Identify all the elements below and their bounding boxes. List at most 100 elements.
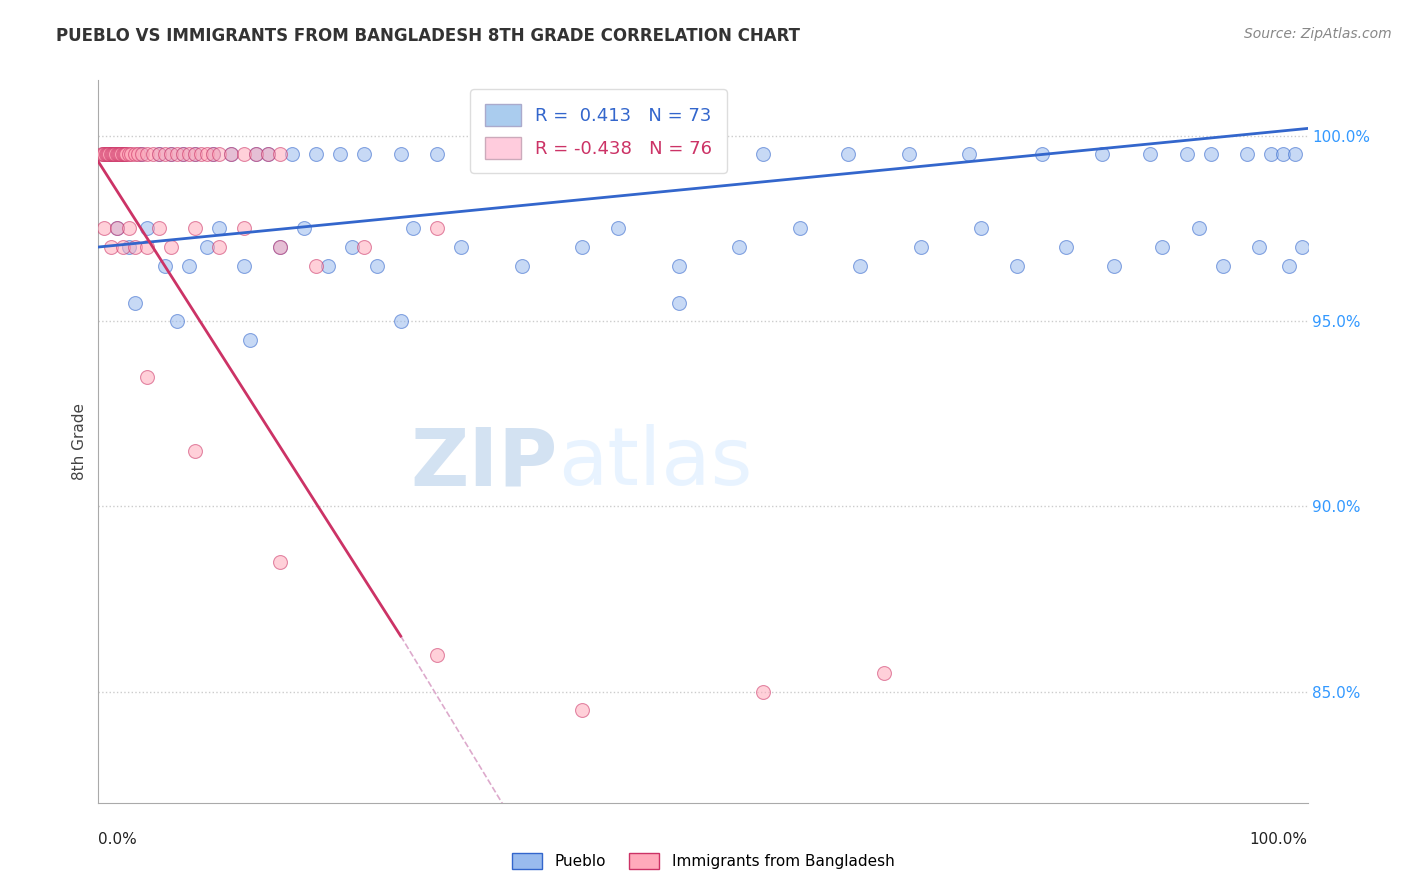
Point [103, 147, 125, 161]
Point [166, 147, 188, 161]
Point [221, 147, 243, 161]
Point [366, 259, 388, 273]
Point [100, 147, 122, 161]
Point [232, 259, 254, 273]
Point [114, 147, 136, 161]
Point [93, 147, 115, 161]
Point [547, 147, 569, 161]
Point [426, 147, 449, 161]
Point [389, 147, 412, 161]
Point [1291, 240, 1313, 254]
Point [184, 147, 207, 161]
Point [105, 221, 128, 235]
Point [752, 147, 775, 161]
Point [1236, 147, 1258, 161]
Point [110, 147, 132, 161]
Point [179, 259, 201, 273]
Point [269, 240, 291, 254]
Point [316, 259, 339, 273]
Point [160, 240, 183, 254]
Point [184, 147, 207, 161]
Point [153, 147, 176, 161]
Point [202, 147, 225, 161]
Text: 100.0%: 100.0% [1250, 831, 1308, 847]
Point [474, 147, 496, 161]
Point [105, 221, 128, 235]
Point [135, 369, 157, 384]
Point [510, 259, 533, 273]
Point [256, 147, 278, 161]
Point [631, 147, 654, 161]
Point [571, 240, 593, 254]
Point [1284, 147, 1306, 161]
Point [135, 240, 157, 254]
Point [160, 147, 183, 161]
Point [202, 147, 225, 161]
Point [752, 684, 775, 698]
Point [897, 147, 920, 161]
Point [353, 240, 375, 254]
Point [91, 147, 114, 161]
Point [221, 147, 243, 161]
Point [124, 295, 146, 310]
Point [124, 147, 146, 161]
Point [120, 147, 142, 161]
Text: PUEBLO VS IMMIGRANTS FROM BANGLADESH 8TH GRADE CORRELATION CHART: PUEBLO VS IMMIGRANTS FROM BANGLADESH 8TH… [56, 27, 800, 45]
Point [108, 147, 131, 161]
Point [450, 240, 472, 254]
Point [208, 240, 231, 254]
Point [245, 147, 267, 161]
Point [245, 147, 267, 161]
Point [1278, 259, 1301, 273]
Point [305, 259, 328, 273]
Point [179, 147, 201, 161]
Point [105, 147, 128, 161]
Point [112, 147, 135, 161]
Point [1260, 147, 1282, 161]
Point [668, 259, 690, 273]
Point [232, 147, 254, 161]
Point [127, 147, 149, 161]
Point [692, 147, 714, 161]
Point [195, 240, 218, 254]
Point [184, 221, 207, 235]
Point [172, 147, 194, 161]
Point [426, 648, 449, 662]
Point [571, 703, 593, 717]
Point [135, 147, 157, 161]
Point [957, 147, 980, 161]
Point [849, 259, 872, 273]
Point [93, 221, 115, 235]
Point [172, 147, 194, 161]
Point [129, 147, 152, 161]
Point [837, 147, 859, 161]
Point [728, 240, 751, 254]
Point [1054, 240, 1077, 254]
Point [124, 240, 146, 254]
Point [281, 147, 304, 161]
Point [97, 147, 120, 161]
Point [239, 333, 262, 347]
Point [135, 221, 157, 235]
Point [789, 221, 811, 235]
Point [107, 147, 129, 161]
Point [131, 147, 153, 161]
Point [1188, 221, 1211, 235]
Point [100, 147, 122, 161]
Point [1102, 259, 1125, 273]
Point [1199, 147, 1222, 161]
Point [111, 147, 134, 161]
Point [402, 221, 425, 235]
Point [269, 147, 291, 161]
Point [108, 147, 131, 161]
Text: Source: ZipAtlas.com: Source: ZipAtlas.com [1244, 27, 1392, 41]
Text: ZIP: ZIP [411, 425, 558, 502]
Point [668, 295, 690, 310]
Point [1139, 147, 1161, 161]
Text: atlas: atlas [558, 425, 752, 502]
Point [111, 240, 134, 254]
Point [1212, 259, 1234, 273]
Point [118, 147, 141, 161]
Point [232, 221, 254, 235]
Point [118, 221, 141, 235]
